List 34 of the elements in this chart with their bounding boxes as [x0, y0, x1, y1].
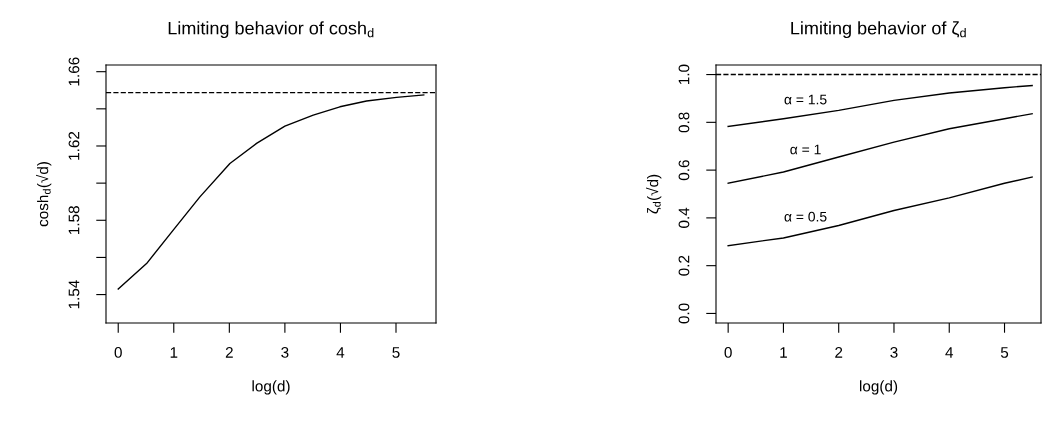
chart-title: Limiting behavior of cosh$_{d}$: [168, 21, 374, 39]
x-axis-title: log(d): [252, 380, 290, 395]
x-axis-title: log(d): [860, 380, 898, 395]
x-tick-label: 5: [392, 347, 400, 358]
x-tick-label: 1: [780, 347, 787, 358]
x-tick-label: 2: [225, 347, 233, 358]
line-series: [727, 176, 1033, 247]
series-label: α = 0.5: [784, 211, 827, 222]
line-series: [727, 84, 1033, 128]
y-axis-title: cosh$_{d}$(√d): [36, 162, 52, 227]
x-tick-label: 0: [114, 347, 122, 358]
y-tick-label: 0.4: [678, 207, 690, 228]
x-tick-label: 2: [835, 347, 843, 358]
y-axis-title: ζ$_{d}$(√d): [646, 174, 662, 214]
x-tick-label: 4: [336, 347, 345, 358]
y-tick-label: 1.66: [68, 57, 80, 86]
y-tick-label: 1.62: [68, 131, 80, 160]
y-tick-label: 0.8: [678, 112, 690, 133]
series-label: α = 1: [790, 144, 821, 155]
y-tick-label: 1.58: [68, 206, 80, 234]
x-tick-label: 4: [945, 347, 954, 358]
x-tick-label: 5: [1000, 347, 1009, 358]
y-tick-label: 1.54: [68, 280, 80, 309]
x-tick-label: 3: [281, 347, 289, 358]
y-tick-label: 1.0: [678, 64, 690, 85]
y-tick-label: 0.6: [678, 160, 690, 181]
chart-title: Limiting behavior of ζ$_{d}$: [791, 21, 966, 39]
line-series: [727, 113, 1033, 184]
y-tick-label: 0.2: [678, 255, 690, 276]
series-label: α = 1.5: [784, 94, 827, 105]
x-tick-label: 3: [890, 347, 898, 358]
x-tick-label: 0: [724, 347, 732, 358]
y-tick-label: 0.0: [678, 303, 690, 324]
x-tick-label: 1: [170, 347, 178, 358]
